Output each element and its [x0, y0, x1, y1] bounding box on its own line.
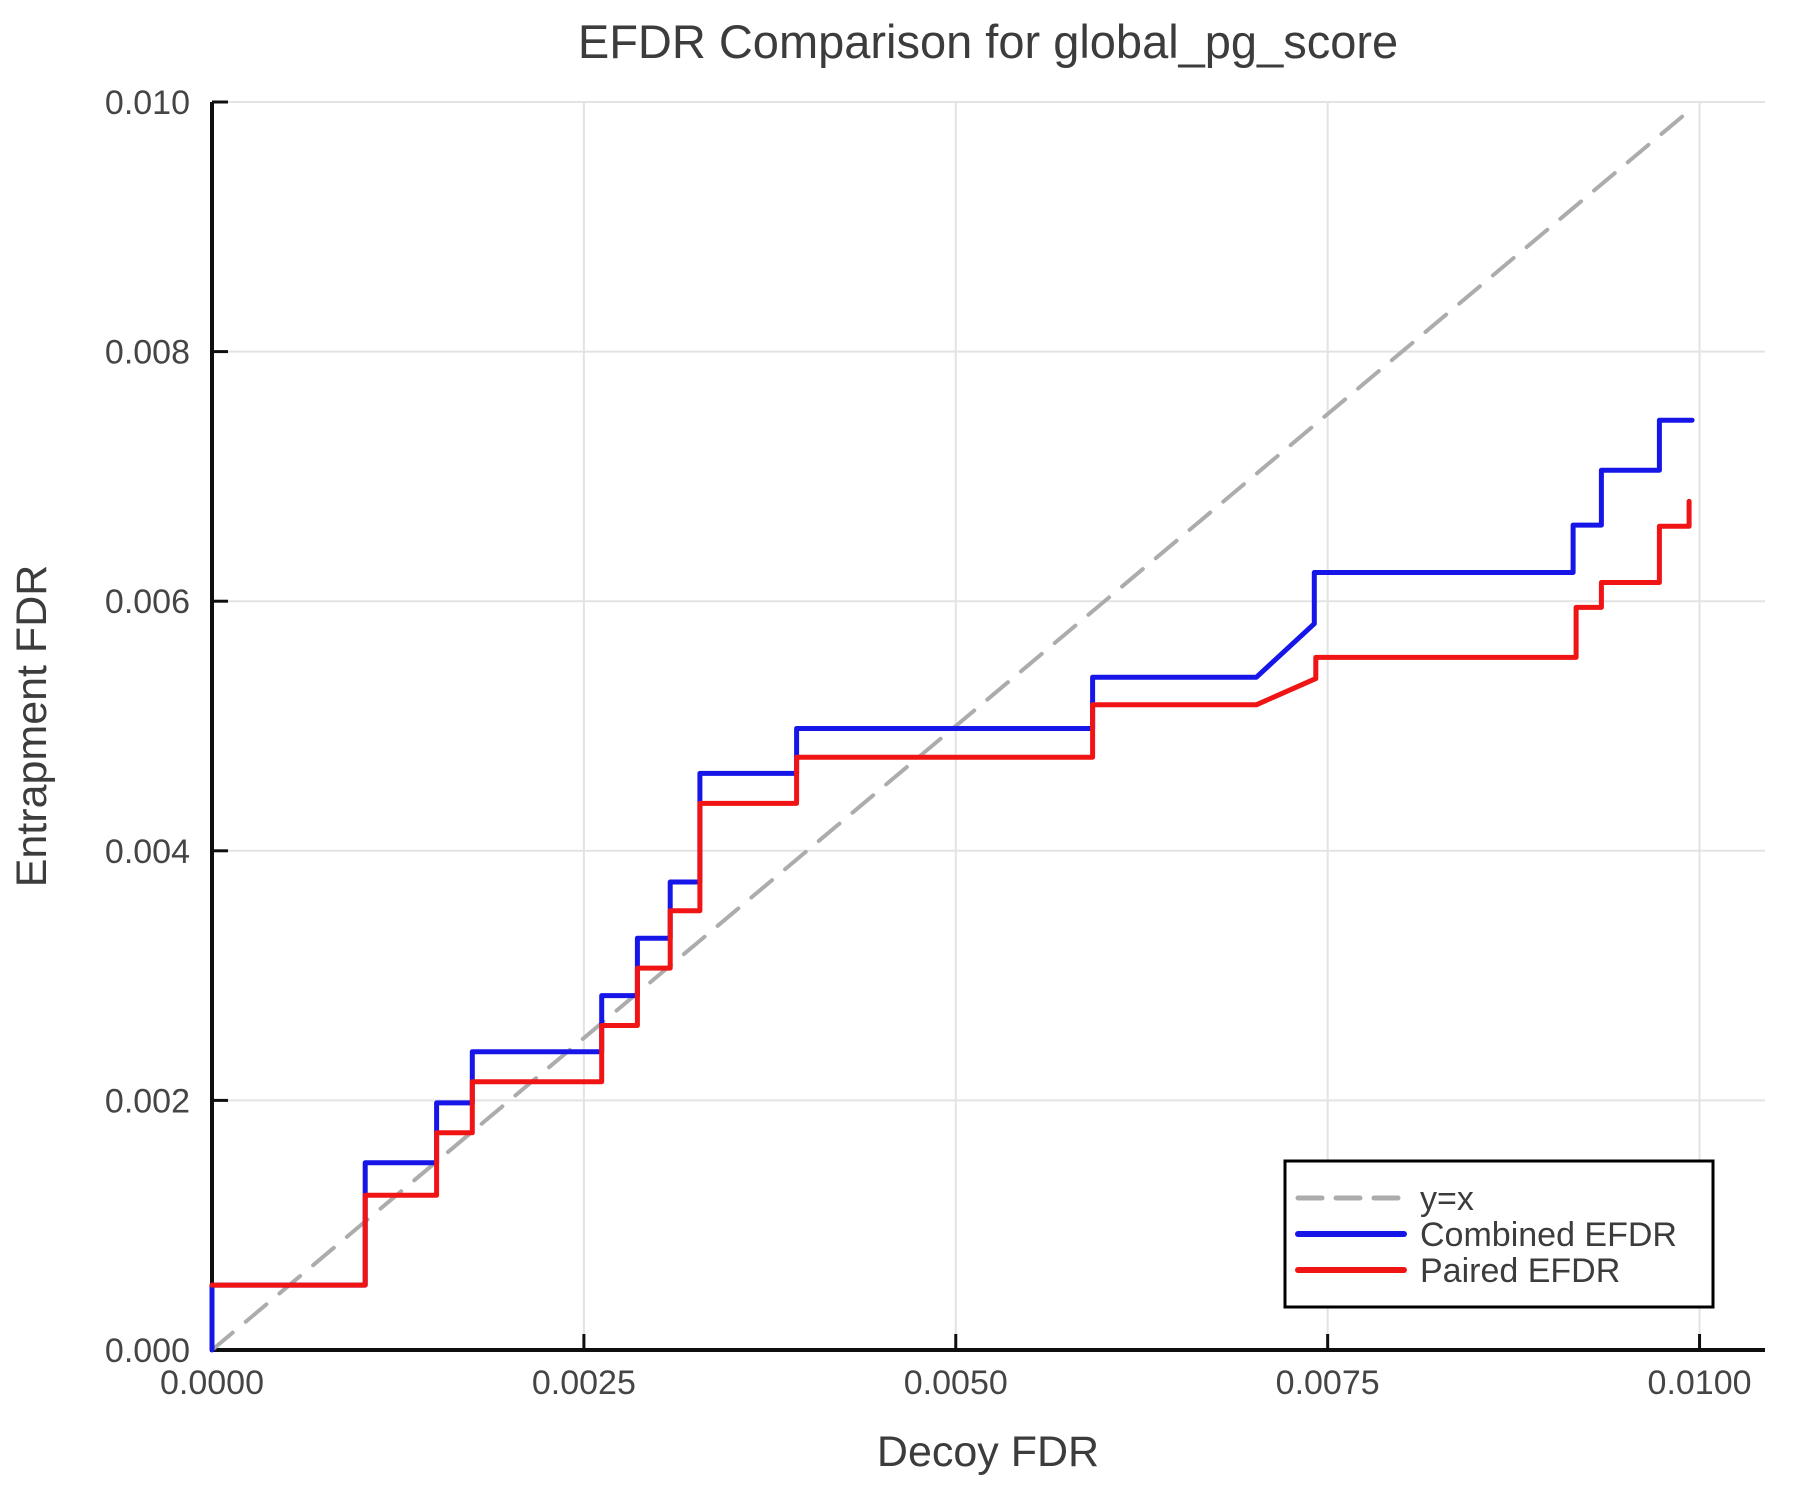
y-tick-label: 0.004: [105, 833, 190, 871]
data-series: [209, 105, 1696, 1353]
x-tick-label: 0.0075: [1276, 1364, 1380, 1402]
x-tick-label: 0.0100: [1648, 1364, 1752, 1402]
chart-title: EFDR Comparison for global_pg_score: [578, 15, 1398, 68]
x-tick-label: 0.0050: [904, 1364, 1008, 1402]
y-tick-label: 0.000: [105, 1332, 190, 1370]
y-tick-label: 0.008: [105, 334, 190, 372]
x-tick-label: 0.0025: [532, 1364, 636, 1402]
y-tick-label: 0.002: [105, 1082, 190, 1120]
tick-labels: 0.0000 0.0025 0.0050 0.0075 0.0100 0.000 0.002…: [105, 84, 1752, 1402]
legend-label: y=x: [1420, 1180, 1474, 1218]
y-axis-label: Entrapment FDR: [8, 565, 56, 888]
axes: [210, 102, 1765, 1352]
legend-label: Combined EFDR: [1420, 1216, 1677, 1254]
x-tick-label: 0.0000: [160, 1364, 264, 1402]
y-tick-label: 0.010: [105, 84, 190, 122]
y-tick-label: 0.006: [105, 583, 190, 621]
series-line-paired-efdr: [209, 498, 1692, 1288]
legend-label: Paired EFDR: [1420, 1252, 1620, 1290]
x-axis-label: Decoy FDR: [877, 1428, 1099, 1476]
